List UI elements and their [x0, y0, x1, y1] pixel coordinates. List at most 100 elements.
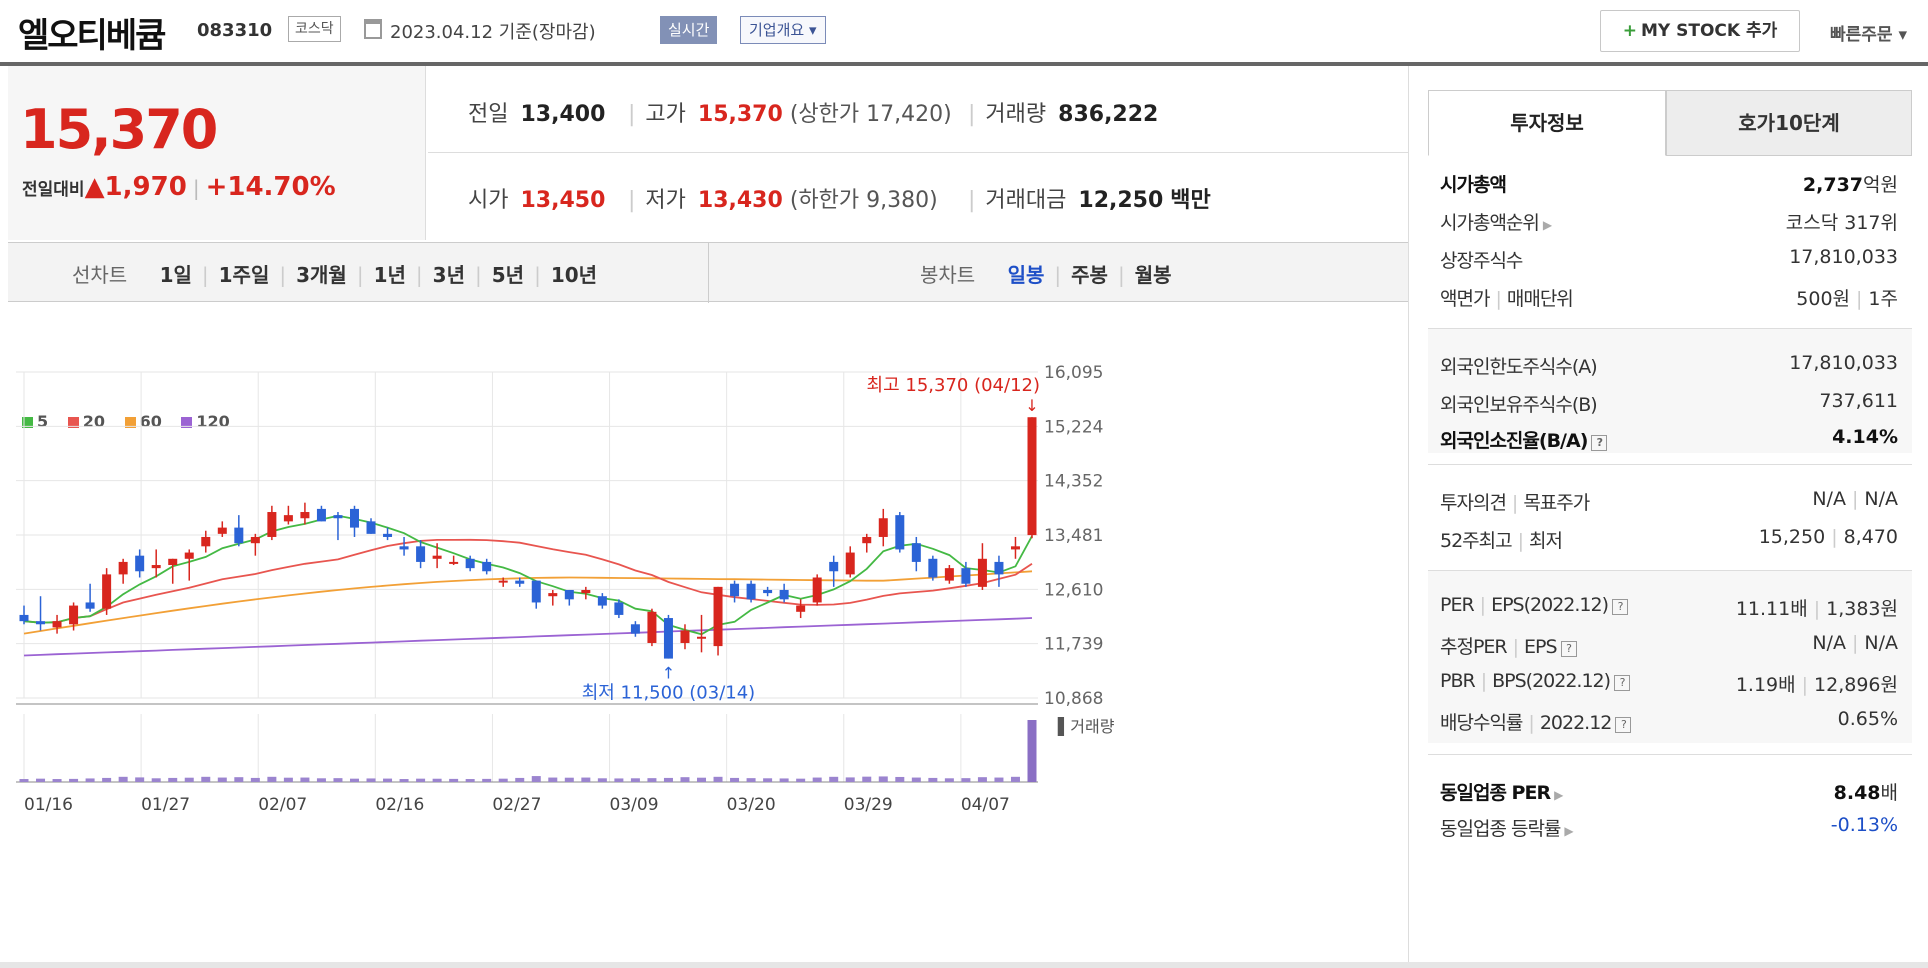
pbr-value: 1.19배 | 12,896원 — [1735, 674, 1898, 696]
candle-weekly[interactable]: 주봉 — [1071, 263, 1108, 287]
market-cap-rank-row[interactable]: 시가총액순위 ▶ 코스닥 317위 — [1428, 202, 1912, 240]
help-icon[interactable]: ? — [1614, 675, 1631, 691]
group-divider — [1428, 754, 1912, 755]
par-value-value: 500원 | 1주 — [1796, 288, 1898, 310]
help-icon[interactable]: ? — [1615, 717, 1632, 733]
quote-summary: 전일 13,400 | 고가 15,370 (상한가 17,420) | 거래량 836,… — [428, 66, 1408, 240]
plus-icon: + — [1622, 21, 1637, 41]
help-icon[interactable]: ? — [1591, 435, 1608, 451]
sector-change-row[interactable]: 동일업종 등락률 ▶ -0.13% — [1428, 808, 1912, 846]
volume-bar — [697, 777, 707, 782]
volume-bar — [316, 778, 326, 782]
volume-bar — [482, 778, 492, 782]
volume-bar — [250, 777, 260, 782]
per-value: 11.11배 | 1,383원 — [1735, 598, 1898, 620]
ma20-line — [23, 538, 1033, 624]
prev-close-value: 13,400 — [520, 102, 606, 127]
dividend-value: 0.65% — [1837, 708, 1898, 730]
period-1y[interactable]: 1년 — [373, 263, 406, 287]
high-value: 15,370 — [697, 102, 783, 127]
candle-chart-periods: 봉차트 일봉 | 주봉 | 월봉 — [920, 263, 1172, 287]
volume-bar — [812, 777, 822, 782]
y-tick-label: 11,739 — [1044, 635, 1103, 655]
sector-per-row[interactable]: 동일업종 PER ▶ 8.48배 — [1428, 772, 1912, 810]
dividend-row: 배당수익률 | 2022.12? 0.65% — [1428, 702, 1912, 740]
candle-body — [531, 580, 541, 603]
listed-shares-row: 상장주식수 17,810,033 — [1428, 240, 1912, 278]
est-per-label: 추정PER | EPS? — [1440, 632, 1577, 659]
help-icon[interactable]: ? — [1560, 641, 1577, 657]
week52-value: 15,250 | 8,470 — [1758, 526, 1898, 548]
period-3m[interactable]: 3개월 — [296, 263, 347, 287]
est-per-row: 추정PER | EPS? N/A | N/A — [1428, 626, 1912, 664]
foreign-hold-value: 737,611 — [1819, 390, 1898, 412]
y-tick-label: 12,610 — [1044, 580, 1103, 600]
period-5y[interactable]: 5년 — [491, 263, 525, 287]
x-tick-label: 03/09 — [610, 795, 659, 815]
candle-body — [779, 589, 789, 600]
foreign-rate-label: 외국인소진율(B/A)? — [1440, 426, 1608, 453]
x-tick-label: 04/07 — [961, 795, 1010, 815]
volume-bar — [614, 778, 624, 782]
foreign-limit-label: 외국인한도주식수(A) — [1440, 356, 1598, 378]
volume-bar — [234, 777, 244, 782]
prev-close: 전일 13,400 — [468, 96, 605, 128]
candle-body — [184, 552, 194, 559]
volume-bar — [845, 777, 855, 782]
candle-body — [234, 527, 244, 544]
volume-bar — [680, 777, 690, 782]
candle-body — [878, 518, 888, 537]
tab-investment-info[interactable]: 투자정보 — [1428, 90, 1666, 156]
period-10y[interactable]: 10년 — [550, 263, 598, 287]
change-label: 전일대비 — [22, 180, 85, 200]
volume-bar — [944, 778, 954, 782]
listed-shares-label: 상장주식수 — [1440, 250, 1523, 272]
per-label: PER | EPS(2022.12)? — [1440, 594, 1628, 616]
amount-unit: 백만 — [1170, 188, 1211, 213]
candle-body — [118, 561, 128, 575]
period-1d[interactable]: 1일 — [159, 263, 192, 287]
candle-body — [944, 568, 954, 581]
info-tabs: 투자정보 호가10단계 — [1428, 90, 1912, 156]
candle-daily[interactable]: 일봉 — [1007, 263, 1045, 287]
volume-bar — [647, 778, 657, 782]
volume-bar — [564, 777, 574, 782]
current-price: 15,370 — [20, 98, 218, 161]
volume-bar — [977, 777, 987, 782]
volume-bar — [36, 778, 46, 782]
realtime-button[interactable]: 실시간 — [660, 16, 718, 44]
candle-body — [416, 546, 426, 562]
est-per-value: N/A | N/A — [1812, 632, 1898, 654]
chevron-right-icon: ▶ — [1542, 218, 1552, 232]
valuation-group — [1428, 571, 1912, 743]
quick-order-button[interactable]: 빠른주문 ▾ — [1830, 25, 1908, 45]
price-chart-section: 15,370 전일대비▲1,970 | +14.70% 전일 13,400 | 고가 15… — [8, 66, 1408, 966]
volume-bar — [465, 779, 475, 782]
period-3y[interactable]: 3년 — [432, 263, 465, 287]
week52-row: 52주최고 | 최저 15,250 | 8,470 — [1428, 520, 1912, 558]
volume-bar — [416, 778, 426, 782]
candle-body — [283, 515, 293, 522]
volume-bar — [961, 778, 971, 782]
candle-body — [1010, 546, 1020, 550]
period-1w[interactable]: 1주일 — [218, 263, 270, 287]
candle-body — [548, 593, 558, 597]
candle-body — [564, 589, 574, 600]
tab-orderbook-10[interactable]: 호가10단계 — [1666, 90, 1912, 156]
volume-bar — [217, 777, 227, 782]
help-icon[interactable]: ? — [1612, 599, 1628, 615]
candle-body — [763, 589, 773, 594]
candle-body — [399, 546, 409, 550]
y-tick-label: 14,352 — [1044, 472, 1103, 492]
candle-monthly[interactable]: 월봉 — [1134, 263, 1172, 287]
add-my-stock-button[interactable]: + MY STOCK 추가 — [1600, 10, 1800, 52]
candle-body — [201, 536, 211, 547]
add-my-stock-label: MY STOCK 추가 — [1640, 21, 1778, 41]
change-rate: +14.70% — [205, 172, 336, 202]
volume-bar — [911, 777, 921, 782]
candle-body — [862, 536, 872, 544]
x-tick-label: 03/20 — [727, 795, 776, 815]
market-cap-value: 2,737억원 — [1802, 174, 1898, 196]
company-overview-button[interactable]: 기업개요 ▾ — [740, 16, 826, 44]
amount-value: 12,250 — [1078, 188, 1164, 213]
